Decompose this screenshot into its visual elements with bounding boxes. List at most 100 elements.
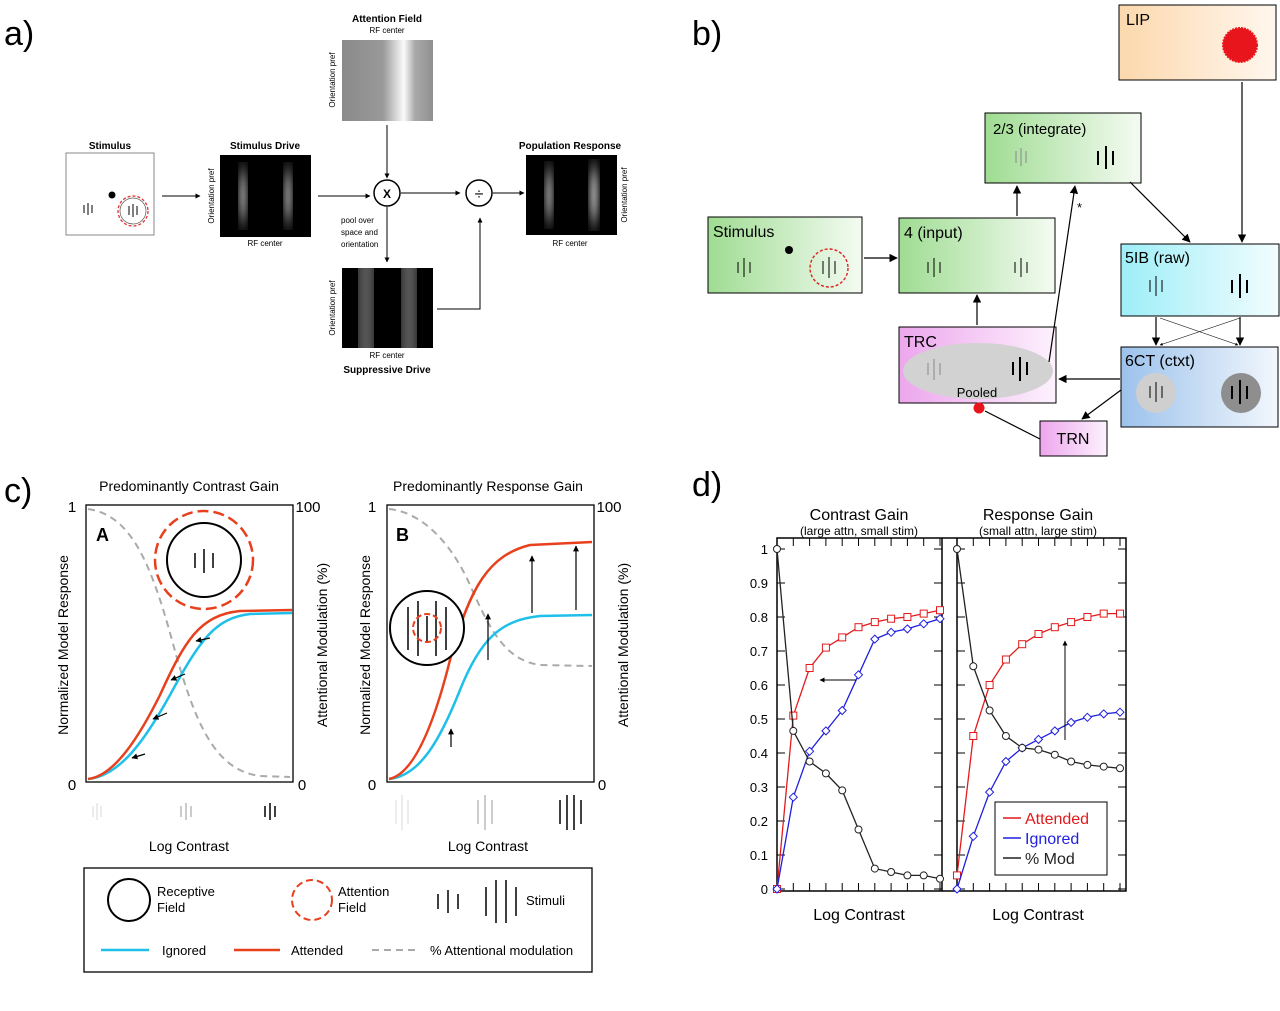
layer23-bars-left <box>1015 148 1027 166</box>
d-point-ignored <box>870 634 880 644</box>
ctxt-bars-right <box>1231 380 1248 404</box>
d-point-ignored <box>1001 756 1011 767</box>
d-point-ignored <box>968 831 979 842</box>
attention-field-title: Attention Field <box>352 14 422 25</box>
panel-b-arrows <box>864 82 1247 440</box>
d-point-mod <box>953 545 961 553</box>
layer23-label: 2/3 (integrate) <box>993 121 1086 138</box>
stimulus-drive-xlabel: RF center <box>247 239 282 248</box>
b-attention-circle <box>809 248 849 288</box>
trn-inhibit-dot <box>973 402 985 414</box>
d-legend-ignored: Ignored <box>1025 831 1079 848</box>
legend-stimuli-label: Stimuli <box>526 893 565 908</box>
c-left-stim-low <box>92 803 102 820</box>
b-fixation-dot <box>785 246 793 254</box>
d-point-mod <box>919 871 928 880</box>
c-left-ylabel: Normalized Model Response <box>55 555 71 735</box>
d-point-mod <box>805 757 814 766</box>
c-right-stim-high <box>559 795 582 830</box>
c-right-modulation-curve <box>388 508 593 667</box>
b-stim-bars-right <box>822 257 836 278</box>
layer5ib-bars-left <box>1149 276 1163 296</box>
d-point-mod <box>1116 764 1124 773</box>
d-left-xlabel: Log Contrast <box>813 907 905 924</box>
c-left-ytop: 1 <box>68 499 76 516</box>
arrow-supp-to-divide <box>437 217 483 310</box>
c-right-yright-top: 100 <box>596 499 621 516</box>
d-point-attended <box>1001 655 1010 664</box>
d-point-attended <box>936 606 944 615</box>
d-point-attended <box>854 623 863 632</box>
layer5ib-label: 5IB (raw) <box>1125 250 1190 267</box>
d-point-attended <box>985 681 994 689</box>
d-y-tick-label: 0.3 <box>750 780 768 795</box>
c-right-rf-bars <box>407 601 447 656</box>
pop-blob-1 <box>546 167 552 223</box>
layer4-label: 4 (input) <box>904 225 963 242</box>
d-point-ignored <box>935 613 945 624</box>
c-left-attended-curve <box>87 608 293 781</box>
d-right-xlabel: Log Contrast <box>992 907 1084 924</box>
d-point-attended <box>887 614 896 623</box>
d-point-mod <box>1083 760 1092 769</box>
c-right-stim-mid <box>477 795 493 830</box>
d-point-ignored <box>821 726 831 736</box>
d-y-tick-label: 0.9 <box>750 576 768 591</box>
suppressive-drive-image <box>342 268 433 348</box>
d-point-mod <box>985 706 994 715</box>
trn-box <box>1039 420 1108 457</box>
d-point-attended <box>805 664 814 672</box>
star-label: * <box>1077 200 1082 215</box>
d-point-mod <box>969 662 978 671</box>
c-legend-box <box>83 867 593 973</box>
c-right-yright-bottom: 0 <box>598 777 606 794</box>
supp-band-2 <box>405 268 413 348</box>
c-right-ignored-curve <box>388 613 593 781</box>
population-response-title: Population Response <box>519 141 622 152</box>
c-right-stim-low <box>395 795 409 830</box>
d-point-attended <box>789 711 798 720</box>
divide-symbol: ÷ <box>475 186 484 203</box>
multiply-node <box>373 179 401 207</box>
panel-b: LIP 2/3 (integrate) Stimulus 4 (input) 5… <box>707 4 1280 457</box>
d-point-attended <box>1083 613 1092 621</box>
legend-ignored-label: Ignored <box>162 943 206 958</box>
suppressive-drive-ylabel: Orientation pref <box>328 280 337 336</box>
c-left-ignored-curve <box>87 611 293 781</box>
d-y-tick-label: 0.6 <box>750 678 768 693</box>
d-point-ignored <box>1098 709 1109 719</box>
suppressive-drive-title: Suppressive Drive <box>343 365 431 376</box>
d-point-mod <box>838 786 847 795</box>
lip-label: LIP <box>1126 12 1150 29</box>
legend-attended-label: Attended <box>291 943 343 958</box>
legend-rf-line2: Field <box>157 900 185 915</box>
pooled-label: Pooled <box>957 385 997 400</box>
d-point-ignored <box>918 619 929 629</box>
pool-text-2: space and <box>341 228 378 237</box>
d-point-attended <box>969 732 978 740</box>
d-point-mod <box>821 769 830 778</box>
fixation-dot <box>108 191 116 199</box>
c-left-modulation-curve <box>87 508 291 778</box>
panel-a: Stimulus Stimulus Drive Orientation pref… <box>65 14 629 376</box>
d-plot-frame <box>776 537 1127 892</box>
d-left-title: Contrast Gain <box>810 507 909 524</box>
d-point-attended <box>1099 609 1108 618</box>
d-point-mod <box>1018 743 1027 752</box>
c-left-yright-bottom: 0 <box>298 777 306 794</box>
d-point-ignored <box>1066 717 1076 728</box>
c-right-arrows <box>448 545 579 747</box>
d-point-attended <box>838 633 847 642</box>
d-point-mod <box>789 726 798 735</box>
c-left-yright-label: Attentional Modulation (%) <box>314 563 330 727</box>
legend-modulation-label: % Attentional modulation <box>430 943 573 958</box>
d-legend-attended: Attended <box>1025 811 1089 828</box>
d-point-attended <box>1018 640 1027 649</box>
layer5ib-box <box>1120 243 1280 317</box>
c-letter-b: B <box>396 525 409 545</box>
d-point-mod <box>854 825 863 834</box>
c-left-xlabel: Log Contrast <box>149 838 229 854</box>
stimulus-bars-left <box>83 203 93 215</box>
legend-attn-icon <box>291 879 333 921</box>
d-left-sub: (large attn, small stim) <box>800 524 918 538</box>
